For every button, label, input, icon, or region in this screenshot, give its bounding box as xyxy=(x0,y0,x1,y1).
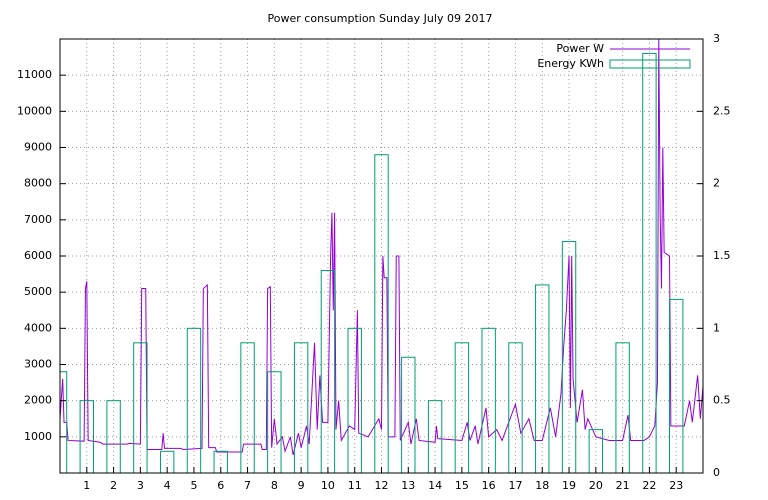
x-tick-label: 10 xyxy=(321,479,335,492)
plot-area xyxy=(60,39,703,473)
y-tick-label: 7000 xyxy=(24,213,52,226)
y2-tick-label: 3 xyxy=(713,32,720,45)
x-tick-label: 3 xyxy=(137,479,144,492)
x-tick-label: 18 xyxy=(535,479,549,492)
x-tick-label: 5 xyxy=(190,479,197,492)
legend-swatch xyxy=(609,59,691,69)
x-tick-label: 21 xyxy=(616,479,630,492)
chart-title: Power consumption Sunday July 09 2017 xyxy=(268,12,493,25)
x-tick-label: 1 xyxy=(83,479,90,492)
x-tick-label: 15 xyxy=(455,479,469,492)
y-tick-label: 6000 xyxy=(24,249,52,262)
energy-box xyxy=(535,284,550,473)
x-tick-label: 22 xyxy=(642,479,656,492)
x-tick-label: 14 xyxy=(428,479,442,492)
energy-box xyxy=(186,327,202,473)
x-tick-label: 7 xyxy=(244,479,251,492)
y-tick-label: 1000 xyxy=(24,430,52,443)
y2-tick-label: 2 xyxy=(713,177,720,190)
x-tick-label: 4 xyxy=(164,479,171,492)
x-tick-label: 9 xyxy=(298,479,305,492)
axes: 1 2 3 4 5 6 7 8 9 10 11 12 13 14 15 16 17 18 19 20 21 22 23100… xyxy=(17,32,731,492)
legend-label: Energy KWh xyxy=(537,57,604,70)
legend: Power W Energy KWh xyxy=(537,42,691,70)
energy-box xyxy=(374,154,389,473)
y2-tick-label: 0.5 xyxy=(713,394,731,407)
energy-box xyxy=(481,327,496,473)
x-tick-label: 6 xyxy=(217,479,224,492)
energy-box xyxy=(347,327,362,473)
y-tick-label: 9000 xyxy=(24,141,52,154)
x-tick-label: 16 xyxy=(482,479,496,492)
x-tick-label: 8 xyxy=(271,479,278,492)
y2-tick-label: 2.5 xyxy=(713,104,731,117)
y-tick-label: 3000 xyxy=(24,358,52,371)
legend-label: Power W xyxy=(556,42,604,55)
x-tick-label: 23 xyxy=(669,479,683,492)
y-tick-label: 11000 xyxy=(17,68,52,81)
x-tick-label: 12 xyxy=(375,479,389,492)
energy-box xyxy=(267,371,282,473)
y-tick-label: 4000 xyxy=(24,321,52,334)
x-tick-label: 2 xyxy=(110,479,117,492)
y2-tick-label: 1 xyxy=(713,321,720,334)
x-tick-label: 17 xyxy=(508,479,522,492)
energy-box xyxy=(669,298,684,473)
y-tick-label: 2000 xyxy=(24,394,52,407)
x-tick-label: 11 xyxy=(348,479,362,492)
energy-box xyxy=(60,371,68,473)
energy-box xyxy=(320,269,336,473)
energy-box xyxy=(588,429,604,473)
y2-tick-label: 1.5 xyxy=(713,249,731,262)
y-tick-label: 5000 xyxy=(24,285,52,298)
energy-box xyxy=(561,241,577,473)
x-tick-label: 19 xyxy=(562,479,576,492)
x-tick-label: 13 xyxy=(401,479,415,492)
y2-tick-label: 0 xyxy=(713,466,720,479)
x-tick-label: 20 xyxy=(589,479,603,492)
y-tick-label: 10000 xyxy=(17,104,52,117)
power-line xyxy=(60,39,703,456)
y-tick-label: 8000 xyxy=(24,177,52,190)
